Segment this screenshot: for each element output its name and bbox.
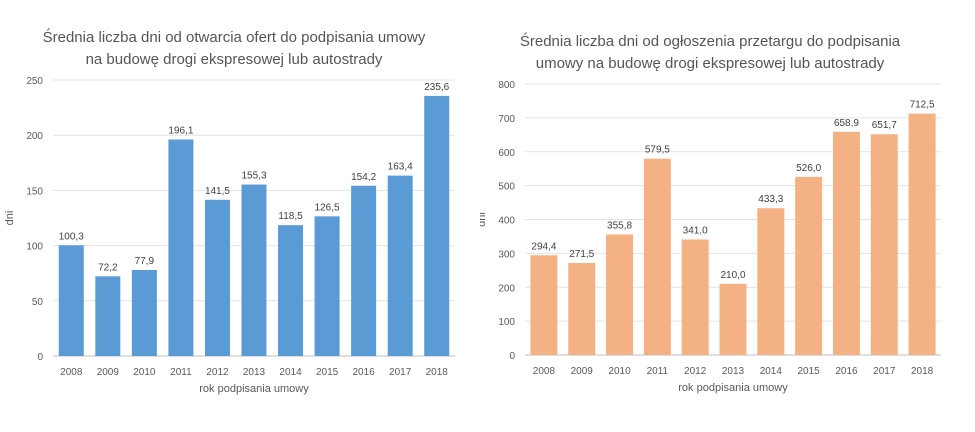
bar-2013 [719,283,747,355]
y-tick-label: 200 [26,131,43,142]
x-axis-label: rok podpisania umowy [678,382,788,394]
y-tick-label: 50 [32,297,44,308]
bar-2015 [795,176,823,355]
bar-2018 [908,113,936,355]
data-label: 118,5 [278,211,303,222]
bar-2012 [681,239,709,355]
x-tick-label: 2013 [722,366,745,377]
x-tick-label: 2010 [133,367,156,378]
x-tick-label: 2011 [170,367,192,378]
x-tick-label: 2016 [353,367,376,378]
data-label: 341,0 [683,225,708,236]
bar-2008 [530,255,558,355]
y-tick-label: 0 [37,352,43,363]
bar-2016 [832,131,860,355]
bar-2010 [606,234,634,355]
x-tick-label: 2012 [206,367,229,378]
x-axis-label: rok podpisania umowy [199,383,309,395]
data-label: 163,4 [388,162,413,173]
x-tick-label: 2018 [911,366,934,377]
chart-panel-tender-announcement: Średnia liczba dni od ogłoszenia przetar… [480,0,967,432]
data-label: 77,9 [135,256,155,267]
bar-2010 [131,269,157,356]
y-tick-label: 800 [498,80,515,91]
data-label: 579,5 [645,145,670,156]
bar-2015 [314,216,340,356]
y-tick-label: 150 [26,186,43,197]
x-tick-label: 2014 [279,367,302,378]
data-label: 72,2 [98,262,118,273]
y-tick-label: 100 [26,242,43,253]
data-label: 712,5 [910,100,935,111]
y-tick-label: 250 [26,76,43,87]
x-tick-label: 2017 [389,367,412,378]
x-tick-label: 2012 [684,366,707,377]
bar-2009 [95,276,121,356]
chart-title-line: Średnia liczba dni od ogłoszenia przetar… [520,32,901,50]
bar-chart-open-offers: Średnia liczba dni od otwarcia ofert do … [4,28,455,395]
y-tick-label: 300 [498,249,515,260]
chart-title-line: umowy na budowę drogi ekspresowej lub au… [536,55,885,72]
bar-2014 [757,208,785,355]
y-tick-label: 200 [498,283,515,294]
y-tick-label: 700 [498,114,515,125]
y-axis-label: dni [4,211,16,226]
bar-2008 [58,245,84,356]
data-label: 154,2 [351,172,376,183]
x-tick-label: 2014 [760,366,783,377]
data-label: 235,6 [424,82,449,93]
data-label: 433,3 [758,194,783,205]
data-label: 196,1 [168,126,193,137]
bar-2017 [870,134,898,355]
x-tick-label: 2018 [426,367,449,378]
x-tick-label: 2013 [243,367,266,378]
data-label: 155,3 [241,171,266,182]
x-tick-label: 2015 [316,367,339,378]
chart-title-line: Średnia liczba dni od otwarcia ofert do … [43,28,426,46]
x-tick-label: 2008 [60,367,83,378]
data-label: 526,0 [796,163,821,174]
bar-2018 [424,95,450,357]
y-tick-label: 500 [498,182,515,193]
x-tick-label: 2008 [533,366,556,377]
y-tick-label: 600 [498,148,515,159]
data-label: 651,7 [872,120,897,131]
bar-2012 [204,199,230,356]
chart-title-line: na budowę drogi ekspresowej lub autostra… [86,51,383,68]
bar-2009 [568,263,596,355]
bar-2013 [241,184,267,356]
data-label: 100,3 [59,231,84,242]
y-tick-label: 100 [498,317,515,328]
y-tick-label: 0 [509,351,515,362]
bar-2017 [387,175,413,356]
y-tick-label: 400 [498,216,515,227]
x-tick-label: 2010 [608,366,631,377]
bar-2014 [278,225,304,356]
x-tick-label: 2011 [647,366,669,377]
data-label: 210,0 [720,270,745,281]
x-tick-label: 2015 [798,366,821,377]
x-tick-label: 2009 [97,367,120,378]
bar-2011 [168,139,194,356]
bar-chart-tender-announcement: Średnia liczba dni od ogłoszenia przetar… [480,32,941,394]
x-tick-label: 2016 [835,366,858,377]
data-label: 294,4 [531,241,556,252]
y-axis-label: dni [480,212,488,227]
x-tick-label: 2009 [571,366,594,377]
bar-2016 [351,185,377,356]
data-label: 658,9 [834,118,859,129]
chart-panel-open-offers: Średnia liczba dni od otwarcia ofert do … [0,0,487,432]
data-label: 271,5 [569,249,594,260]
data-label: 141,5 [205,186,230,197]
data-label: 126,5 [315,202,340,213]
bar-2011 [643,158,671,355]
x-tick-label: 2017 [873,366,896,377]
data-label: 355,8 [607,220,632,231]
